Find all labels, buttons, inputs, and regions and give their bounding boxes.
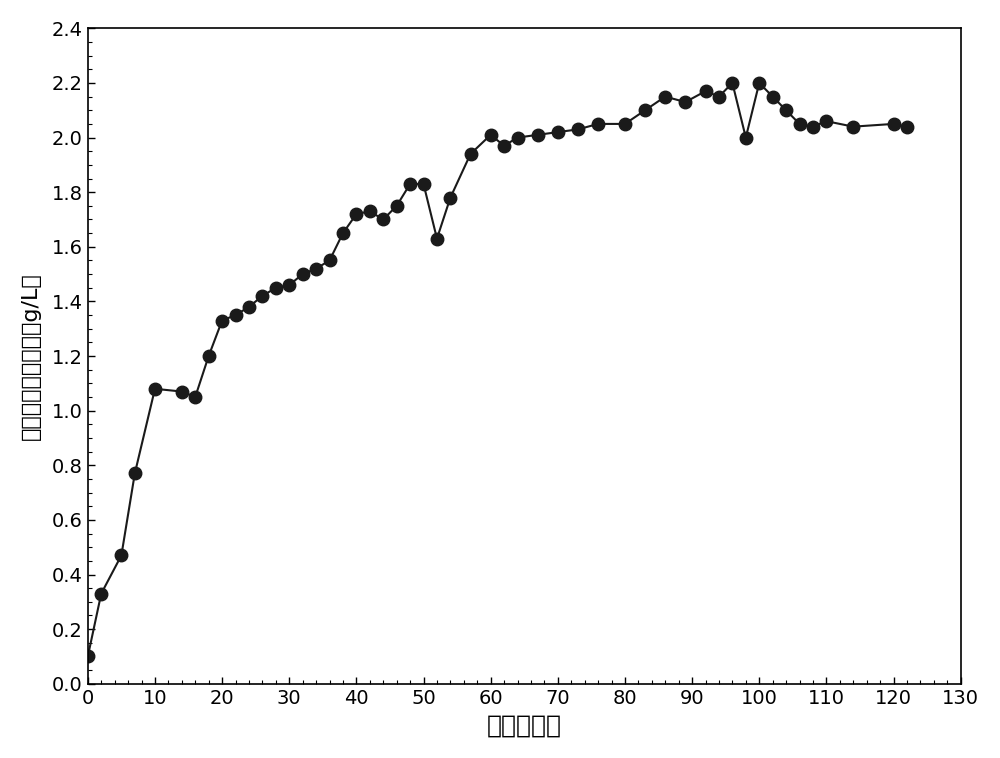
Y-axis label: 浸出液中铜的浓度（g/L）: 浸出液中铜的浓度（g/L） (21, 272, 41, 440)
X-axis label: 时间（天）: 时间（天） (487, 713, 562, 738)
